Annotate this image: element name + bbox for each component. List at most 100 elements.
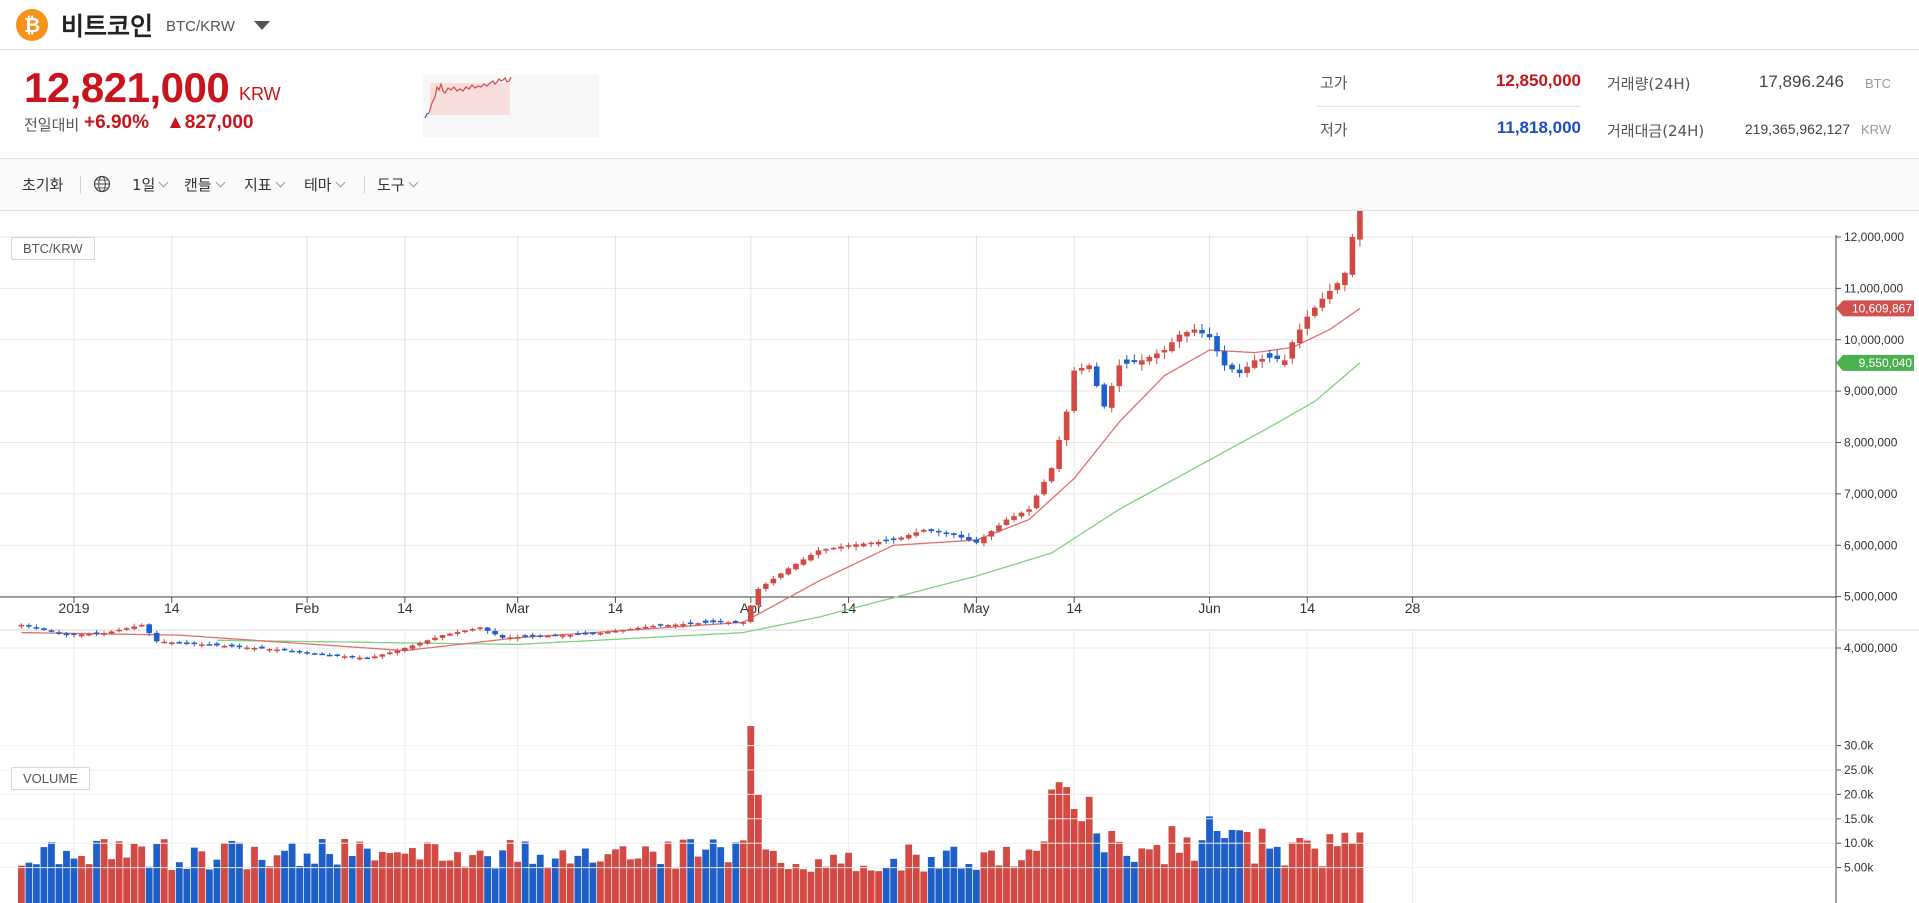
candle-body [1154, 353, 1160, 359]
candle-body [1146, 356, 1153, 362]
volume-bar [1145, 849, 1153, 903]
candle-body [1199, 329, 1205, 334]
price-badge-label: 10,609,867 [1852, 301, 1912, 315]
candle-body [184, 642, 190, 644]
volume-bar [1266, 848, 1274, 903]
candle-body [905, 534, 912, 539]
candle-body [48, 630, 55, 632]
volume-bar [1176, 852, 1183, 903]
volume-bar [1281, 865, 1289, 903]
volume-tick-label: 25.0k [1844, 763, 1874, 777]
volume-tick-label: 30.0k [1844, 739, 1874, 753]
candle-body [454, 632, 461, 634]
candle-body [1289, 342, 1296, 359]
volume-bar [642, 846, 649, 903]
volume-bar [980, 852, 988, 903]
volume-bar [476, 850, 484, 903]
price-badge-label: 9,550,040 [1859, 356, 1913, 370]
candle-body [966, 537, 972, 541]
volume-bar [1191, 860, 1198, 903]
chevron-down-icon [215, 177, 226, 188]
amount-24h-unit: KRW [1861, 122, 1892, 137]
candle-body [1056, 439, 1062, 469]
volume-bar [198, 851, 206, 903]
volume-bar [205, 869, 213, 903]
volume-bar [130, 843, 138, 903]
reset-button[interactable]: 초기화 [22, 176, 64, 194]
candle-body [890, 538, 897, 541]
coin-pair: BTC/KRW [166, 18, 235, 35]
candle-body [1236, 369, 1243, 374]
volume-bar [93, 840, 100, 903]
x-tick-label: 14 [164, 600, 180, 616]
stat-divider [1316, 106, 1581, 107]
candle-body [176, 642, 183, 644]
candle-body [627, 628, 634, 631]
volume-bar [988, 850, 995, 903]
candle-body [123, 628, 130, 630]
candle-body [1327, 290, 1333, 300]
candle-body [1176, 334, 1183, 342]
theme-dropdown[interactable]: 테마 [304, 174, 346, 195]
price-chart-area[interactable]: 4,000,000 5,000,000 6,000,000 7,000,000 8,00… [0, 211, 1919, 903]
volume-bar [1010, 866, 1018, 903]
candle-body [845, 545, 852, 547]
volume-bar [1206, 816, 1213, 903]
candle-body [78, 634, 85, 637]
volume-bar [33, 864, 40, 903]
volume-bar [221, 843, 228, 903]
volume-bar [679, 839, 687, 903]
candle-body [334, 654, 340, 656]
candle-body [1048, 468, 1055, 482]
candle-body [793, 563, 799, 570]
volume-bar [363, 848, 371, 903]
volume-bar [168, 869, 176, 903]
volume-panel-label[interactable]: VOLUME [11, 767, 90, 790]
candle-body [349, 655, 356, 658]
volume-bar [830, 854, 837, 903]
interval-dropdown[interactable]: 1일 [132, 174, 169, 195]
volume-bar [942, 850, 950, 903]
volume-bar [100, 839, 108, 903]
volume-bar [108, 859, 115, 903]
volume-bar [251, 846, 258, 903]
volume-bar [175, 862, 183, 903]
volume-bar [296, 865, 303, 903]
candle-body [1342, 272, 1348, 286]
high-label: 고가 [1320, 74, 1348, 92]
candle-body [1041, 481, 1047, 495]
candle-body [63, 633, 70, 636]
candle-body [1214, 336, 1220, 352]
candle-body [484, 627, 491, 631]
candle-body [394, 650, 401, 654]
candle-body [981, 536, 987, 544]
candle-body [913, 532, 920, 536]
volume-bar [514, 861, 522, 903]
coin-select-caret-icon[interactable] [254, 21, 270, 30]
chevron-down-icon [158, 177, 169, 188]
volume-bar [920, 871, 928, 903]
volume-bar [1123, 855, 1131, 903]
volume-tick-label: 5.00k [1844, 861, 1874, 875]
y-tick-label: 12,000,000 [1844, 230, 1904, 244]
globe-icon[interactable] [93, 175, 111, 193]
candle-body [439, 635, 446, 638]
volume-bar [454, 852, 461, 903]
volume-bar [138, 846, 146, 903]
tools-dropdown[interactable]: 도구 [377, 174, 419, 195]
candle-body [1206, 334, 1213, 338]
main-panel-label[interactable]: BTC/KRW [11, 237, 95, 260]
volume-bar [371, 860, 379, 903]
indicator-dropdown[interactable]: 지표 [244, 174, 286, 195]
volume-bar [243, 869, 251, 903]
volume-bar [890, 858, 898, 903]
chevron-down-icon [335, 177, 346, 188]
y-tick-label: 4,000,000 [1844, 641, 1898, 655]
x-tick-label: Jun [1198, 600, 1221, 616]
candlestick-chart[interactable]: 4,000,000 5,000,000 6,000,000 7,000,000 8,00… [0, 211, 1919, 903]
candle-body [469, 628, 476, 631]
candle-body [951, 533, 957, 535]
x-tick-label: 14 [841, 600, 857, 616]
candle-body [853, 544, 859, 547]
candle-dropdown[interactable]: 캔들 [184, 174, 226, 195]
